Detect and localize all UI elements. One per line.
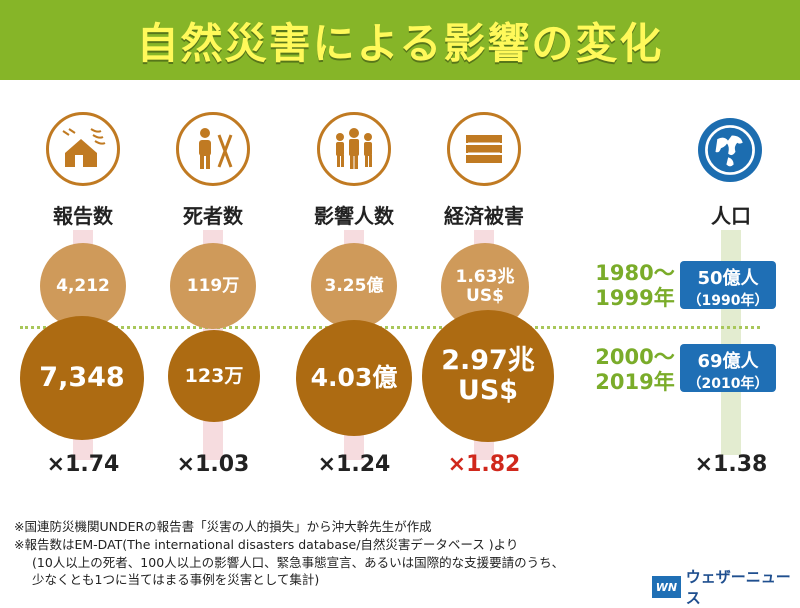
label-deaths: 死者数	[183, 204, 243, 228]
population-new-value: 69億人	[697, 351, 759, 372]
affected-multiplier: ×1.24	[317, 452, 391, 477]
footnote-criteria-cont: 少なくとも1つに当てはまる事例を災害として集計)	[32, 572, 320, 588]
house-storm-icon	[46, 112, 120, 186]
affected-new-circle: 4.03億	[296, 320, 412, 436]
logo-mark: WN	[652, 576, 681, 598]
economic-new-circle: 2.97兆 US$	[422, 310, 554, 442]
globe-icon	[698, 118, 762, 182]
footnote-criteria: (10人以上の死者、100人以上の影響人口、緊急事態宣言、あるいは国際的な支援要…	[32, 554, 565, 570]
reports-new-circle: 7,348	[20, 316, 144, 440]
deaths-new-circle: 123万	[168, 330, 260, 422]
economic-old-value: 1.63兆	[455, 267, 515, 288]
period-old-label: 1980〜 1999年	[580, 261, 690, 311]
period-old-start: 1980〜	[595, 261, 675, 285]
label-reports: 報告数	[53, 204, 113, 228]
page-title: 自然災害による影響の変化	[136, 18, 664, 68]
population-new-year: （2010年）	[687, 376, 769, 392]
reports-old-value: 4,212	[56, 275, 110, 296]
money-stack-icon	[447, 112, 521, 186]
weathernews-logo: WN ウェザーニュース	[652, 566, 800, 608]
deaths-old-value: 119万	[186, 275, 240, 296]
reports-new-value: 7,348	[39, 362, 125, 394]
economic-multiplier: ×1.82	[447, 452, 521, 477]
population-multiplier: ×1.38	[694, 452, 768, 477]
footnote-source: ※国連防災機関UNDERの報告書「災害の人的損失」から沖大幹先生が作成	[14, 519, 432, 534]
reports-old-circle: 4,212	[40, 243, 126, 329]
population-old-value: 50億人	[697, 268, 759, 289]
deaths-old-circle: 119万	[170, 243, 256, 329]
label-population: 人口	[711, 204, 751, 228]
header-banner: 自然災害による影響の変化	[0, 0, 800, 80]
population-new-box: 69億人 （2010年）	[680, 344, 776, 392]
economic-old-unit: US$	[466, 286, 504, 306]
deaths-new-value: 123万	[184, 364, 244, 387]
period-new-start: 2000〜	[595, 345, 675, 369]
period-new-label: 2000〜 2019年	[580, 345, 690, 395]
economic-new-unit: US$	[457, 375, 519, 406]
label-economic: 経済被害	[444, 204, 524, 228]
affected-old-circle: 3.25億	[311, 243, 397, 329]
deaths-multiplier: ×1.03	[176, 452, 250, 477]
affected-old-value: 3.25億	[324, 275, 384, 296]
period-old-end: 1999年	[595, 286, 675, 311]
affected-new-value: 4.03億	[310, 363, 398, 393]
footnote-emdat: ※報告数はEM-DAT(The international disasters …	[14, 536, 519, 552]
population-old-box: 50億人 （1990年）	[680, 261, 776, 309]
population-old-year: （1990年）	[687, 293, 769, 309]
reports-multiplier: ×1.74	[46, 452, 120, 477]
person-death-icon	[176, 112, 250, 186]
label-affected: 影響人数	[314, 204, 394, 228]
people-icon	[317, 112, 391, 186]
footnotes: ※国連防災機関UNDERの報告書「災害の人的損失」から沖大幹先生が作成 ※報告数…	[14, 518, 654, 589]
economic-new-value: 2.97兆	[441, 345, 535, 377]
period-new-end: 2019年	[595, 370, 675, 395]
logo-text: ウェザーニュース	[685, 568, 791, 607]
period-separator	[20, 326, 760, 329]
